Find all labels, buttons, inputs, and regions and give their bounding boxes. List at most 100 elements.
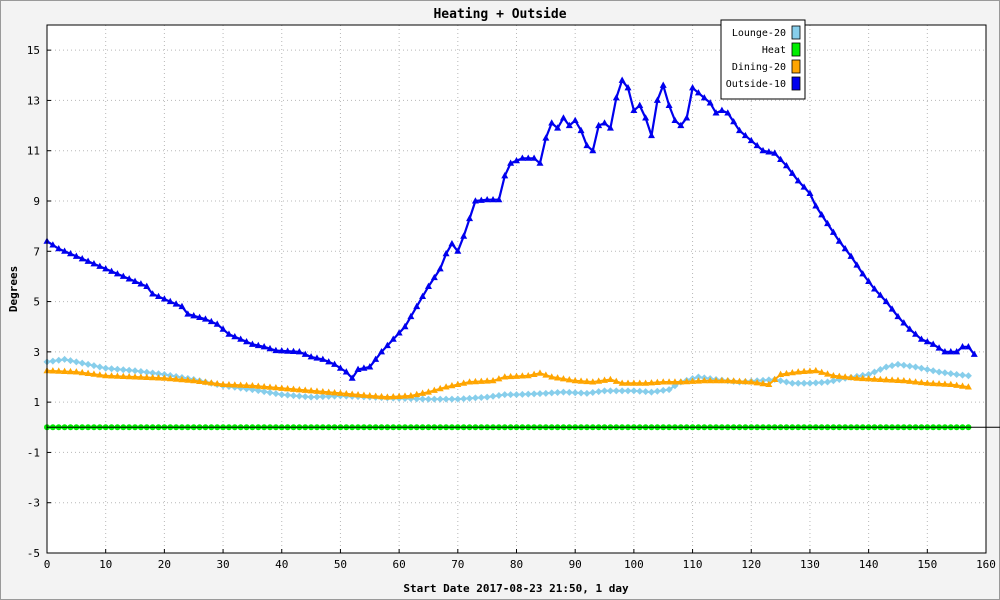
data-point [917,364,925,372]
data-point [313,354,321,361]
data-point [119,372,127,379]
data-point [84,369,92,376]
data-point [389,335,397,342]
data-point [78,368,86,376]
data-point [143,373,151,381]
data-point [96,262,104,269]
data-point [72,368,80,375]
data-point [559,114,567,121]
data-point [829,371,837,379]
data-point [501,373,509,380]
data-point [102,265,110,272]
data-point [301,386,309,393]
x-tick-label: 20 [158,558,171,571]
data-point [254,382,262,389]
data-point [501,172,509,179]
legend-entry-label: Outside-10 [726,79,786,90]
x-tick-label: 80 [510,558,523,571]
data-point [219,325,227,332]
data-point [102,364,110,372]
data-point [436,384,444,392]
data-point [917,335,925,342]
data-point [471,377,479,385]
data-point [483,377,491,384]
data-point [401,322,409,330]
data-point [378,392,386,400]
data-point [970,350,978,357]
data-point [677,121,685,129]
data-point [577,389,585,397]
x-tick-label: 120 [741,558,761,571]
data-point [636,387,644,395]
data-point [900,376,908,384]
x-tick-label: 100 [624,558,644,571]
data-point [125,372,133,380]
y-tick-label: -1 [27,446,40,459]
data-point [430,395,438,403]
legend-entry-label: Dining-20 [732,62,786,73]
data-point [424,282,432,289]
chart-title: Heating + Outside [433,7,566,22]
data-point [876,375,884,383]
data-point [824,378,832,386]
data-point [55,356,63,364]
data-point [424,388,432,395]
data-point [818,368,826,375]
data-point [595,377,603,384]
data-point [818,378,826,386]
x-tick-label: 160 [976,558,996,571]
data-point [882,376,890,383]
data-point [160,374,168,381]
data-point [870,375,878,382]
data-point [929,340,937,347]
data-point [395,392,403,399]
data-point [454,395,462,403]
data-point [131,277,139,284]
data-point [700,94,708,101]
data-point [788,169,796,176]
axis-ticks: 0 10 20 30 40 50 60 70 80 90 100 110 120 130 140 150 160… [27,44,996,571]
data-point [565,388,573,396]
data-point [647,131,655,139]
data-point [172,300,180,307]
legend-swatch [791,42,801,57]
data-point [941,348,949,355]
data-point [178,302,186,310]
data-point [243,381,251,389]
data-point [683,377,691,385]
data-point [160,295,168,302]
data-point [102,371,110,379]
data-point [278,391,286,399]
data-point [694,377,702,384]
data-point [548,389,556,397]
data-point [419,389,427,396]
data-point [794,368,802,375]
data-point [325,358,333,365]
data-point [342,390,350,397]
data-point [736,126,744,134]
data-point [518,154,526,161]
data-point [207,317,215,325]
data-point [266,344,274,352]
data-point [489,195,497,203]
data-point [166,374,174,382]
data-point [260,343,268,350]
data-point [565,121,573,129]
data-point [477,196,485,203]
data-point [495,195,503,203]
data-point [278,384,286,391]
data-point [888,362,896,370]
data-point [366,363,374,370]
data-point [853,261,861,268]
data-point [571,376,579,384]
data-point [125,275,133,282]
data-point [336,389,344,396]
data-point [301,393,309,401]
data-point [278,347,286,354]
data-point [829,377,837,385]
data-point [859,374,867,382]
data-point [929,367,937,375]
data-point [524,371,532,379]
data-point [595,388,603,396]
data-point [389,393,397,400]
